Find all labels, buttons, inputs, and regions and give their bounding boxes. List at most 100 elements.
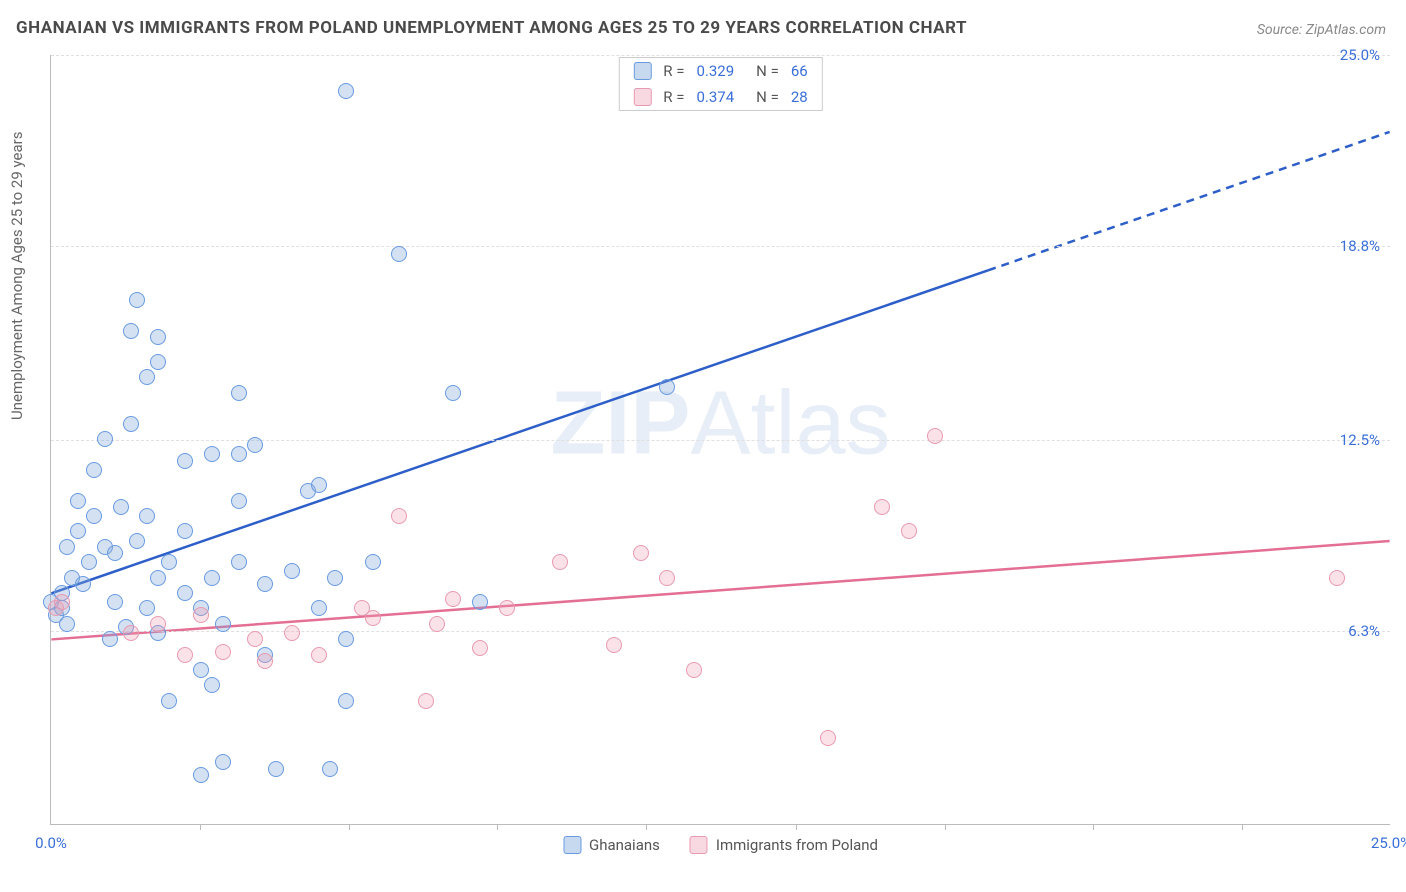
- scatter-point: [231, 554, 247, 570]
- scatter-point: [107, 594, 123, 610]
- scatter-point: [215, 754, 231, 770]
- chart-title: GHANAIAN VS IMMIGRANTS FROM POLAND UNEMP…: [16, 18, 967, 38]
- swatch-pink-icon: [690, 836, 708, 854]
- xtick: [1242, 824, 1243, 830]
- scatter-point: [107, 545, 123, 561]
- r-label: R =: [663, 62, 684, 80]
- scatter-point: [391, 246, 407, 262]
- xtick: [796, 824, 797, 830]
- xtick: [200, 824, 201, 830]
- n-label: N =: [756, 62, 779, 80]
- scatter-point: [257, 653, 273, 669]
- y-axis-label: Unemployment Among Ages 25 to 29 years: [8, 132, 26, 420]
- scatter-point: [365, 610, 381, 626]
- scatter-point: [193, 767, 209, 783]
- scatter-point: [268, 761, 284, 777]
- scatter-point: [311, 647, 327, 663]
- scatter-point: [75, 576, 91, 592]
- xtick: [497, 824, 498, 830]
- scatter-point: [139, 508, 155, 524]
- scatter-point: [659, 379, 675, 395]
- scatter-point: [150, 329, 166, 345]
- scatter-point: [659, 570, 675, 586]
- n-value-1: 28: [791, 88, 808, 106]
- scatter-point: [472, 640, 488, 656]
- xtick: [646, 824, 647, 830]
- scatter-point: [552, 554, 568, 570]
- scatter-point: [215, 644, 231, 660]
- legend-item-poland: Immigrants from Poland: [690, 836, 878, 854]
- scatter-point: [177, 585, 193, 601]
- n-value-0: 66: [791, 62, 808, 80]
- plot-area: ZIPAtlas R = 0.329 N = 66 R = 0.374 N = …: [50, 55, 1390, 825]
- swatch-blue-icon: [563, 836, 581, 854]
- scatter-point: [927, 428, 943, 444]
- scatter-point: [123, 416, 139, 432]
- scatter-point: [129, 292, 145, 308]
- scatter-point: [311, 600, 327, 616]
- r-value-0: 0.329: [696, 62, 734, 80]
- scatter-point: [161, 554, 177, 570]
- scatter-point: [901, 523, 917, 539]
- legend-item-ghanaians: Ghanaians: [563, 836, 660, 854]
- scatter-point: [139, 600, 155, 616]
- scatter-point: [338, 693, 354, 709]
- scatter-point: [338, 631, 354, 647]
- scatter-point: [365, 554, 381, 570]
- scatter-point: [97, 431, 113, 447]
- scatter-point: [247, 631, 263, 647]
- scatter-point: [150, 570, 166, 586]
- legend-label-0: Ghanaians: [589, 836, 660, 854]
- watermark: ZIPAtlas: [550, 373, 890, 476]
- scatter-point: [204, 570, 220, 586]
- scatter-point: [70, 523, 86, 539]
- scatter-point: [177, 523, 193, 539]
- scatter-point: [338, 83, 354, 99]
- scatter-point: [86, 508, 102, 524]
- scatter-point: [322, 761, 338, 777]
- scatter-point: [123, 323, 139, 339]
- r-label: R =: [663, 88, 684, 106]
- source-label: Source: ZipAtlas.com: [1257, 22, 1386, 38]
- scatter-point: [123, 625, 139, 641]
- scatter-point: [257, 576, 273, 592]
- gridline: [51, 246, 1390, 247]
- scatter-point: [59, 616, 75, 632]
- swatch-pink-icon: [633, 88, 651, 106]
- scatter-point: [150, 616, 166, 632]
- scatter-point: [86, 462, 102, 478]
- scatter-point: [247, 437, 263, 453]
- scatter-point: [161, 693, 177, 709]
- scatter-point: [129, 533, 145, 549]
- scatter-point: [499, 600, 515, 616]
- scatter-point: [820, 730, 836, 746]
- scatter-point: [311, 477, 327, 493]
- scatter-point: [418, 693, 434, 709]
- gridline: [51, 55, 1390, 56]
- scatter-point: [231, 493, 247, 509]
- xtick-label: 25.0%: [1371, 834, 1406, 852]
- ytick-label: 18.8%: [1340, 237, 1380, 255]
- stats-row-poland: R = 0.374 N = 28: [619, 84, 821, 110]
- scatter-point: [59, 539, 75, 555]
- scatter-point: [215, 616, 231, 632]
- scatter-point: [70, 493, 86, 509]
- scatter-point: [204, 446, 220, 462]
- xtick-label: 0.0%: [35, 834, 67, 852]
- scatter-point: [633, 545, 649, 561]
- scatter-point: [429, 616, 445, 632]
- stats-legend: R = 0.329 N = 66 R = 0.374 N = 28: [618, 57, 822, 111]
- scatter-point: [177, 647, 193, 663]
- scatter-point: [81, 554, 97, 570]
- scatter-point: [391, 508, 407, 524]
- xtick: [945, 824, 946, 830]
- scatter-point: [445, 385, 461, 401]
- ytick-label: 12.5%: [1340, 431, 1380, 449]
- scatter-point: [54, 594, 70, 610]
- scatter-point: [327, 570, 343, 586]
- scatter-point: [102, 631, 118, 647]
- scatter-point: [193, 607, 209, 623]
- scatter-point: [686, 662, 702, 678]
- scatter-point: [284, 563, 300, 579]
- ytick-label: 25.0%: [1340, 46, 1380, 64]
